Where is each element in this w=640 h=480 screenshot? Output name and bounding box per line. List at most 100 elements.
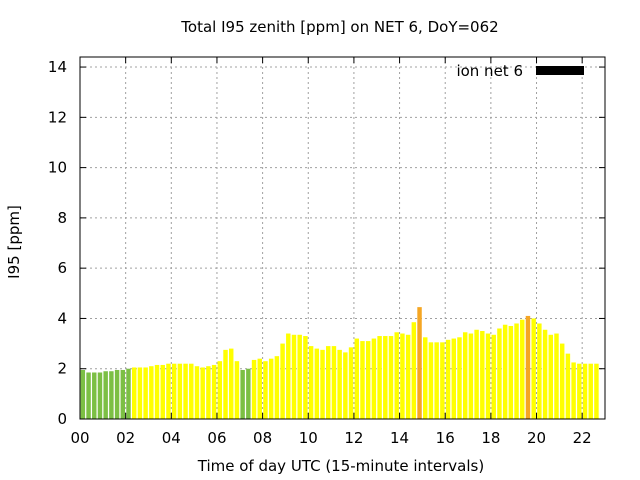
bar	[508, 325, 514, 419]
x-tick-label: 14	[390, 429, 409, 447]
bar	[377, 336, 382, 419]
x-tick-label: 12	[344, 429, 363, 447]
bar	[405, 334, 411, 419]
bar	[263, 361, 268, 419]
bar	[166, 363, 171, 419]
bar	[537, 323, 542, 419]
bar	[154, 364, 160, 419]
bar	[120, 369, 126, 419]
bar	[428, 342, 434, 419]
y-tick-label: 10	[48, 159, 67, 177]
bar	[240, 369, 245, 419]
bar	[268, 358, 274, 419]
bar	[565, 353, 571, 419]
bar	[577, 363, 582, 419]
legend: ion net 6	[456, 62, 584, 80]
bar	[411, 322, 417, 419]
bar	[343, 352, 348, 419]
bar	[189, 363, 194, 419]
bar	[86, 372, 91, 419]
bar	[280, 343, 285, 419]
bar	[365, 341, 371, 419]
x-tick-label: 18	[481, 429, 500, 447]
x-tick-label: 00	[70, 429, 89, 447]
x-tick-label: 06	[207, 429, 226, 447]
bar	[440, 342, 445, 419]
bar	[251, 359, 257, 419]
bar	[394, 332, 399, 419]
bar	[457, 337, 462, 419]
x-tick-label: 16	[436, 429, 455, 447]
bar	[451, 338, 457, 419]
bar	[331, 346, 337, 419]
bar	[126, 368, 131, 419]
bar	[246, 368, 251, 419]
bar	[348, 347, 354, 419]
x-tick-label: 10	[299, 429, 318, 447]
x-tick-label: 02	[116, 429, 135, 447]
y-tick-label: 2	[57, 360, 67, 378]
bar	[97, 372, 103, 419]
bar	[434, 342, 439, 419]
bar-series	[80, 307, 599, 419]
bar	[559, 343, 565, 419]
y-tick-label: 4	[57, 309, 67, 327]
bar	[297, 334, 302, 419]
bar	[171, 363, 177, 419]
bar	[531, 318, 536, 419]
y-tick-label: 0	[57, 410, 67, 428]
y-tick-label: 8	[57, 209, 67, 227]
bar	[320, 349, 325, 419]
bar	[417, 307, 422, 419]
bar	[314, 348, 320, 419]
x-tick-label: 20	[527, 429, 546, 447]
bar	[360, 341, 365, 419]
plot-frame	[79, 56, 606, 420]
bar	[485, 333, 491, 419]
bar	[206, 366, 211, 419]
gridlines	[80, 57, 605, 419]
bar	[468, 333, 474, 419]
bar	[400, 333, 405, 419]
bar	[286, 333, 291, 419]
bar	[223, 349, 228, 419]
bar	[257, 358, 262, 419]
bar	[554, 333, 559, 419]
x-axis-label: Time of day UTC (15-minute intervals)	[197, 457, 484, 475]
bar	[514, 323, 519, 419]
y-tick-label: 12	[48, 108, 67, 126]
bar	[423, 337, 428, 419]
bar	[200, 367, 205, 419]
bar	[525, 315, 531, 419]
bar	[80, 369, 86, 419]
bar	[480, 331, 485, 419]
bar	[149, 366, 154, 419]
bar	[137, 367, 143, 419]
y-tick-label: 6	[57, 259, 67, 277]
y-tick-label: 14	[48, 58, 67, 76]
x-tick-label: 08	[253, 429, 272, 447]
bar	[497, 328, 502, 419]
bar	[388, 336, 394, 419]
bar	[274, 356, 280, 419]
plot-border	[79, 56, 606, 420]
bar	[445, 339, 451, 419]
bar	[383, 336, 388, 419]
bar	[217, 361, 223, 419]
bar	[588, 363, 593, 419]
bar	[291, 334, 297, 419]
bar	[354, 338, 359, 419]
bar	[228, 348, 234, 419]
bar	[194, 366, 200, 419]
bar	[114, 369, 120, 419]
bar	[474, 329, 479, 419]
bar	[337, 349, 342, 419]
bar	[520, 319, 525, 419]
bar	[131, 367, 137, 419]
bar	[548, 334, 554, 419]
bar	[326, 346, 331, 419]
bar	[308, 346, 314, 419]
bar	[177, 363, 183, 419]
